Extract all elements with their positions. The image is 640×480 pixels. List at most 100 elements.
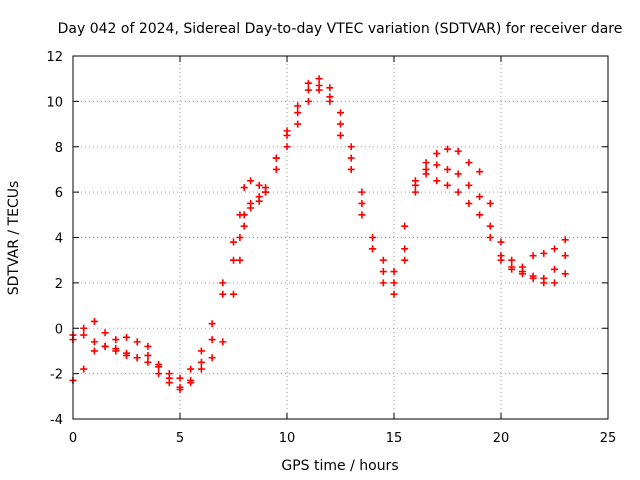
data-point — [187, 365, 195, 373]
x-tick-label: 10 — [279, 431, 296, 446]
data-point — [144, 342, 152, 350]
data-point — [240, 211, 248, 219]
y-tick-label: 10 — [46, 95, 63, 110]
data-point — [90, 347, 98, 355]
y-tick-label: 0 — [55, 322, 63, 337]
data-point — [315, 81, 323, 89]
data-point — [112, 336, 120, 344]
data-point — [390, 290, 398, 298]
data-point — [508, 256, 516, 264]
data-point — [230, 290, 237, 298]
data-point — [465, 159, 473, 167]
data-point — [283, 143, 291, 151]
data-point — [236, 234, 244, 241]
x-tick-label: 15 — [386, 431, 403, 446]
data-point — [240, 184, 248, 192]
data-point — [337, 131, 344, 139]
y-axis-label: SDTVAR / TECUs — [6, 181, 22, 296]
data-point — [390, 268, 398, 276]
data-point — [551, 279, 558, 287]
data-point — [272, 165, 280, 173]
y-tick-label: 12 — [46, 50, 63, 65]
data-point — [326, 84, 334, 92]
data-point — [90, 317, 98, 325]
data-point — [401, 222, 409, 230]
data-point — [358, 199, 366, 207]
data-point — [433, 150, 441, 158]
data-point — [219, 290, 227, 298]
data-point — [255, 197, 263, 205]
data-point — [561, 252, 569, 260]
data-point — [347, 165, 355, 173]
data-point — [358, 188, 366, 196]
series-track-2 — [69, 86, 569, 394]
data-point — [208, 320, 216, 328]
data-point — [551, 265, 558, 273]
data-point — [101, 342, 109, 350]
data-point — [283, 127, 291, 135]
data-points — [69, 75, 569, 394]
data-point — [347, 154, 355, 162]
data-point — [497, 256, 505, 264]
y-tick-label: 2 — [55, 277, 63, 292]
data-point — [101, 329, 109, 337]
data-point — [144, 358, 152, 366]
data-point — [401, 245, 409, 253]
data-point — [540, 279, 548, 287]
data-point — [294, 120, 302, 128]
data-point — [465, 199, 473, 207]
data-point — [219, 338, 227, 346]
data-point — [551, 245, 558, 253]
data-point — [518, 270, 526, 278]
data-point — [197, 347, 205, 355]
data-point — [294, 109, 302, 117]
data-point — [165, 379, 173, 387]
data-point — [176, 386, 184, 394]
data-point — [486, 222, 494, 230]
data-point — [304, 97, 312, 105]
data-point — [454, 170, 462, 178]
data-point — [272, 154, 280, 162]
data-point — [529, 274, 537, 282]
data-point — [390, 279, 398, 287]
chart-title: Day 042 of 2024, Sidereal Day-to-day VTE… — [58, 21, 623, 37]
gridlines — [73, 56, 608, 419]
y-tick-label: -4 — [50, 413, 63, 428]
data-point — [208, 354, 216, 362]
x-tick-label: 25 — [600, 431, 617, 446]
data-point — [197, 365, 205, 373]
data-point — [347, 143, 355, 151]
data-point — [112, 347, 120, 355]
data-point — [540, 249, 548, 257]
data-point — [497, 238, 505, 246]
y-tick-label: -2 — [50, 368, 63, 383]
data-point — [315, 75, 323, 83]
data-point — [176, 374, 184, 382]
data-point — [465, 181, 473, 189]
data-point — [197, 358, 205, 366]
data-point — [508, 265, 516, 273]
data-point — [358, 211, 366, 219]
x-axis-label: GPS time / hours — [281, 458, 398, 474]
data-point — [80, 331, 88, 339]
data-point — [80, 365, 88, 373]
data-point — [247, 204, 255, 212]
data-point — [401, 256, 409, 264]
x-tick-label: 0 — [69, 431, 77, 446]
data-point — [369, 234, 377, 241]
data-point — [476, 211, 484, 219]
data-point — [255, 181, 263, 189]
data-point — [187, 376, 195, 384]
data-point — [476, 168, 484, 176]
data-point — [444, 165, 451, 173]
data-point — [422, 159, 430, 167]
data-point — [561, 270, 569, 278]
data-point — [240, 222, 248, 230]
data-point — [304, 79, 312, 87]
data-point — [337, 120, 344, 128]
data-point — [133, 338, 141, 346]
y-tick-label: 4 — [55, 232, 63, 247]
data-point — [433, 177, 441, 185]
